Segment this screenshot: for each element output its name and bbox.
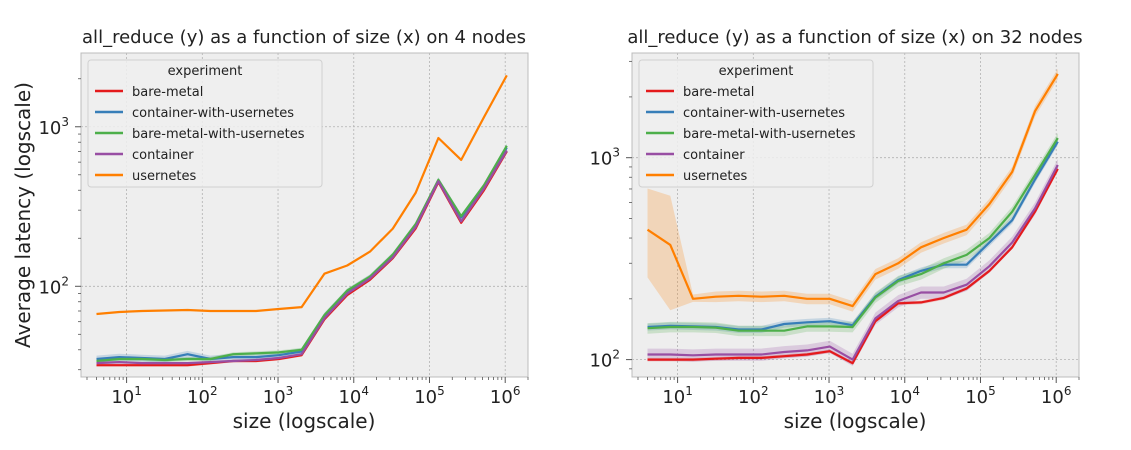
legend-label-container: container — [132, 148, 194, 163]
series-lines — [646, 73, 1059, 365]
series-line-usernetes — [96, 74, 508, 316]
legend-label-bare-metal: bare-metal — [683, 85, 754, 100]
x-tick-label: 102 — [738, 384, 769, 408]
chart-title: all_reduce (y) as a function of size (x)… — [627, 27, 1082, 48]
legend-label-bare-metal-with-usernetes: bare-metal-with-usernetes — [683, 127, 856, 142]
series-line-bare-metal-with-usernetes — [96, 145, 508, 363]
series-line-bare-metal-with-usernetes — [647, 137, 1059, 332]
legend-label-usernetes: usernetes — [683, 169, 747, 184]
legend-label-container: container — [683, 148, 745, 163]
legend-label-container-with-usernetes: container-with-usernetes — [683, 106, 845, 121]
chart-panel-32-nodes: all_reduce (y) as a function of size (x)… — [589, 27, 1082, 433]
legend-label-usernetes: usernetes — [132, 169, 196, 184]
legend: experiment bare-metal container-with-user… — [638, 59, 874, 188]
legend-label-bare-metal: bare-metal — [132, 85, 203, 100]
x-axis-label: size (logscale) — [784, 409, 927, 433]
chart-title: all_reduce (y) as a function of size (x)… — [82, 27, 526, 48]
plot-frame — [80, 52, 529, 378]
x-axis-label: size (logscale) — [233, 409, 376, 433]
series-lines — [96, 74, 508, 367]
legend-box — [87, 59, 323, 188]
legend-box — [638, 59, 874, 188]
legend-label-bare-metal-with-usernetes: bare-metal-with-usernetes — [132, 127, 305, 142]
legend-title: experiment — [168, 64, 243, 79]
series-line-container — [96, 149, 508, 365]
series-line-bare-metal — [647, 168, 1059, 365]
chart-panel-4-nodes: all_reduce (y) as a function of size (x)… — [11, 27, 529, 433]
plot-frame — [631, 52, 1080, 378]
legend: experiment bare-metal container-with-user… — [87, 59, 323, 188]
legend-title: experiment — [719, 64, 794, 79]
series-line-usernetes — [646, 73, 1059, 308]
series-line-container — [647, 164, 1059, 361]
y-axis-label: Average latency (logscale) — [11, 82, 35, 348]
legend-label-container-with-usernetes: container-with-usernetes — [132, 106, 294, 121]
legend-items: bare-metal container-with-usernetes bare-m… — [646, 85, 856, 184]
legend-items: bare-metal container-with-usernetes bare-m… — [95, 85, 305, 184]
